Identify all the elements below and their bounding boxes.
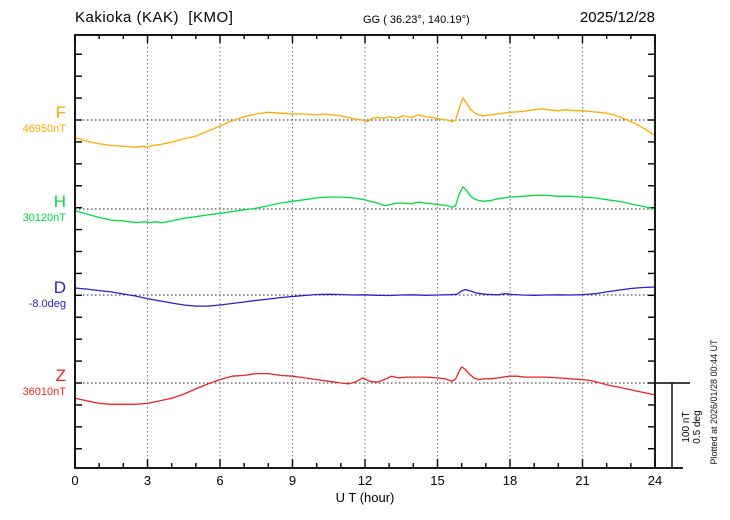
x-tick-label-15: 15 [430,473,445,488]
x-tick-label-24: 24 [647,473,663,488]
station-title: Kakioka (KAK) [KMO] [75,9,234,26]
channel-letter-Z: Z [55,366,66,385]
channel-label-D: D -8.0deg [0,279,66,310]
x-axis-title: U T (hour) [335,490,395,505]
x-tick-label-21: 21 [575,473,590,488]
channel-label-F: F 46950nT [0,104,66,135]
trace-D [74,286,656,307]
trace-F [74,97,656,148]
observation-date: 2025/12/28 [579,9,655,26]
channel-letter-D: D [53,278,66,297]
scale-bar-labels: 100 nT 0.5 deg [681,404,703,450]
channel-base-value-Z: 36010nT [22,386,66,398]
trace-Z [74,366,656,405]
trace-H [74,186,656,224]
x-tick-label-0: 0 [71,473,79,488]
channel-letter-F: F [55,103,66,122]
x-tick-label-3: 3 [143,473,152,488]
x-tick-label-12: 12 [357,473,373,488]
scale-bar-nt-label: 100 nT [681,411,692,443]
x-tick-label-6: 6 [216,473,224,488]
plot-border [74,34,656,469]
x-tick-label-9: 9 [288,473,297,488]
geographic-coordinates: GG ( 36.23°, 140.19°) [363,14,470,26]
channel-base-value-F: 46950nT [22,123,66,135]
x-tick-label-18: 18 [502,473,518,488]
channel-base-value-D: -8.0deg [28,298,66,310]
channel-label-H: H 30120nT [0,193,66,224]
channel-letter-H: H [53,192,66,211]
plotted-at-note: Plotted at 2026/01/28 00:44 UT [709,339,719,465]
channel-base-value-H: 30120nT [22,212,66,224]
channel-label-Z: Z 36010nT [0,367,66,398]
scale-bar-deg-label: 0.5 deg [692,410,703,444]
